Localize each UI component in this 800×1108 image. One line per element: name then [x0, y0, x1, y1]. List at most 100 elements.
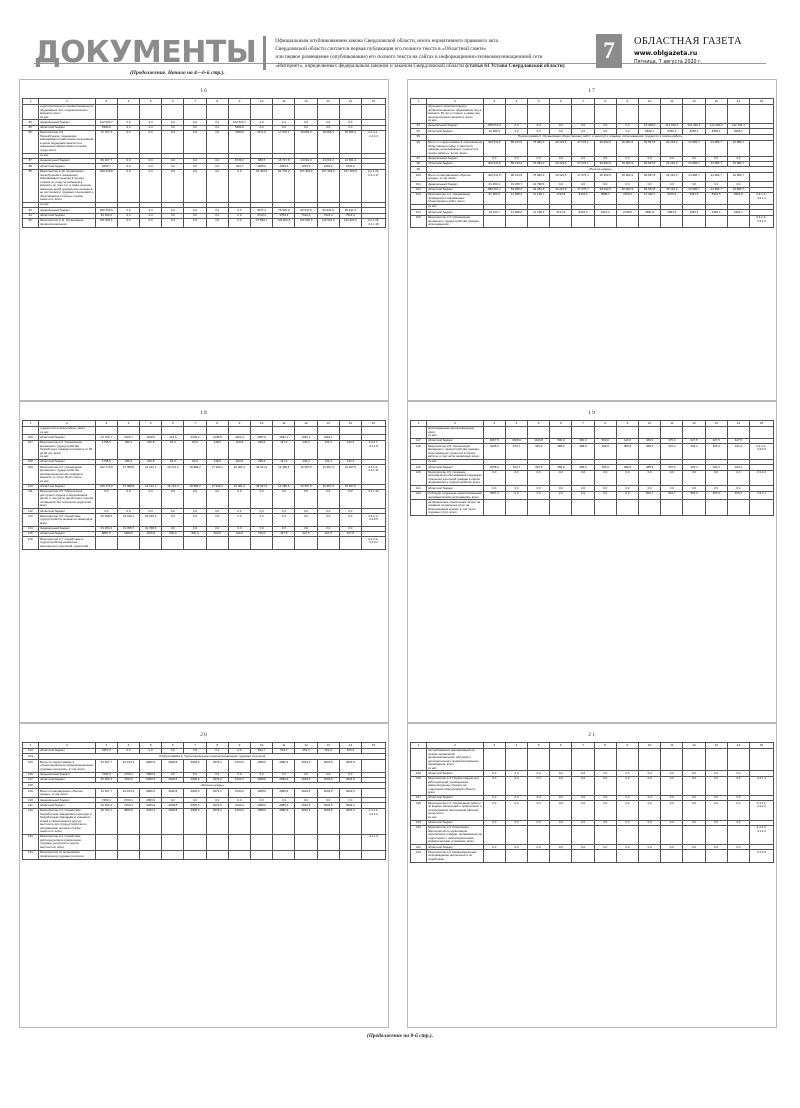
value-cell: [316, 103, 340, 121]
row-number: 99.: [409, 166, 428, 174]
value-cell: 0,0: [527, 775, 551, 797]
row-label: Мероприятие 3.8. Организация временного …: [426, 443, 484, 461]
value-cell: [660, 849, 684, 863]
value-cell: 389,9: [638, 443, 662, 461]
value-cell: 0,0: [227, 513, 252, 527]
row-number: 134.: [21, 849, 40, 860]
value-cell: 34 154,0: [94, 212, 118, 219]
value-cell: 453,3: [704, 490, 728, 501]
table-row: 86. Мероприятие 2.9. Переобучение, повышен…: [21, 130, 387, 154]
block-page-number: 17: [588, 88, 596, 94]
value-cell: [660, 747, 684, 772]
value-cell: [549, 214, 573, 228]
value-cell: [682, 824, 706, 846]
value-cell: [139, 849, 163, 860]
value-cell: [294, 849, 318, 860]
masthead-rule: [34, 63, 766, 64]
value-cell: [571, 214, 595, 228]
value-cell: [726, 425, 750, 439]
value-cell: 0,0: [704, 800, 728, 821]
row-label: Мероприятие 3.6. Содействие трудоустройс…: [38, 513, 96, 527]
value-cell: [338, 849, 362, 860]
value-cell: 0,0: [139, 130, 163, 154]
row-label: Мероприятие 4.5. Реализация мероприятий …: [426, 824, 484, 846]
value-cell: [527, 425, 551, 439]
value-cell: [593, 425, 617, 439]
value-cell: 0,0: [638, 800, 662, 821]
reference-code-cell: [748, 103, 775, 124]
value-cell: 2604,5: [294, 807, 318, 836]
value-cell: 20 921,0: [227, 464, 252, 485]
value-cell: 0,0: [139, 488, 163, 510]
row-number: 127.: [21, 776, 40, 784]
value-cell: 148,5: [205, 439, 229, 461]
value-cell: [272, 849, 296, 860]
table-row: 129. Всего по направлению «Прочие нужды»,…: [21, 788, 387, 799]
row-number: 119.: [409, 464, 428, 471]
block-page-number: 21: [588, 732, 596, 738]
value-cell: 7690,6: [615, 191, 640, 206]
value-cell: 0,0: [250, 488, 274, 510]
table-row: 142. Мероприятие 4.6. Информационное сопр…: [409, 849, 775, 863]
value-cell: [638, 103, 662, 124]
value-cell: [504, 103, 529, 124]
value-cell: 62 259,5: [94, 513, 118, 527]
value-cell: 0,0: [682, 775, 706, 797]
table-row: 96. Всего по подпрограмме 3 «Организация …: [409, 139, 775, 157]
value-cell: [482, 747, 506, 772]
value-cell: 2471,5: [250, 130, 274, 154]
value-cell: 30 902,9: [593, 172, 617, 183]
reference-code-cell: 3.3.2.1– 3.3.2.5: [360, 513, 387, 527]
notice-line-3: или первое размещение (опубликование) ег…: [275, 54, 543, 61]
value-cell: [682, 849, 706, 863]
value-cell: [660, 425, 684, 439]
table-row: 104. областной бюджет 22 110,7 11 388,2 11 1…: [409, 209, 775, 216]
table-row: востребованных квалификаций на основе ор…: [409, 747, 775, 772]
value-cell: [205, 103, 229, 121]
document-block: 20 1 2 3 4 5 6 7 8 9 10 11 12 13 14 15 123. областной бюд…: [19, 723, 389, 1028]
table-row: 91. областной бюджет 34 154,0 0,0 0,0 0,0 0,0 0…: [21, 212, 387, 219]
reference-code-cell: [748, 464, 775, 471]
subprogram-title: Подпрограмма 4. Территориальное перерасп…: [38, 752, 386, 761]
row-number: 125.: [21, 759, 40, 773]
document-block: 17 1 2 3 4 5 6 7 8 9 10 11 12 13 14 15 обучения и дополн…: [407, 79, 777, 401]
value-cell: 75 983,3: [527, 172, 551, 183]
value-cell: 24 986,7: [726, 172, 750, 183]
value-cell: [660, 824, 684, 846]
table-row: 118. Мероприятие 3.8. Организация временн…: [409, 443, 775, 461]
masthead-divider: [263, 36, 267, 70]
document-block: 19 1 2 3 4 5 6 7 8 9 10 11 12 13 14 15 воспитывающих дет…: [407, 401, 777, 723]
value-cell: 11 388,2: [504, 191, 529, 206]
row-label: Всего по подпрограмме 4 «Территориальное…: [38, 759, 96, 773]
row-number: 142.: [409, 849, 428, 863]
newspaper-name: ОБЛАСТНАЯ ГАЗЕТА: [634, 36, 742, 47]
block-page-number: 19: [588, 410, 596, 416]
value-cell: [504, 425, 529, 439]
value-cell: 29 133,3: [660, 172, 684, 183]
row-label: Мероприятия по организации привлечения т…: [38, 849, 96, 860]
value-cell: [227, 425, 252, 436]
value-cell: 0,0: [682, 469, 706, 487]
row-number: 122.: [409, 490, 428, 501]
row-number: 95.: [409, 133, 428, 141]
value-cell: 24 986,7: [704, 172, 728, 183]
value-cell: 0,0: [726, 844, 750, 851]
reference-code-cell: 3.3.1.4– 3.3.1.6: [748, 214, 775, 228]
value-cell: [294, 834, 318, 851]
reference-code-cell: [748, 172, 775, 183]
value-cell: 0,0: [726, 800, 750, 821]
value-cell: [638, 499, 662, 517]
value-cell: 132,4: [338, 459, 362, 466]
value-cell: 3379,3: [205, 807, 229, 836]
reference-code-cell: [748, 747, 775, 772]
value-cell: [183, 103, 207, 121]
subprogram-title: Подпрограмма 3. Организация общественных…: [426, 133, 774, 141]
newspaper-website[interactable]: www.oblgazeta.ru: [634, 50, 698, 57]
value-cell: 16 397,5: [294, 464, 318, 485]
value-cell: 370,4: [660, 443, 684, 461]
row-number: 116.: [21, 536, 40, 550]
value-cell: 18 989,2: [183, 464, 207, 485]
row-number: [409, 499, 428, 517]
value-cell: 0,0: [161, 217, 185, 228]
